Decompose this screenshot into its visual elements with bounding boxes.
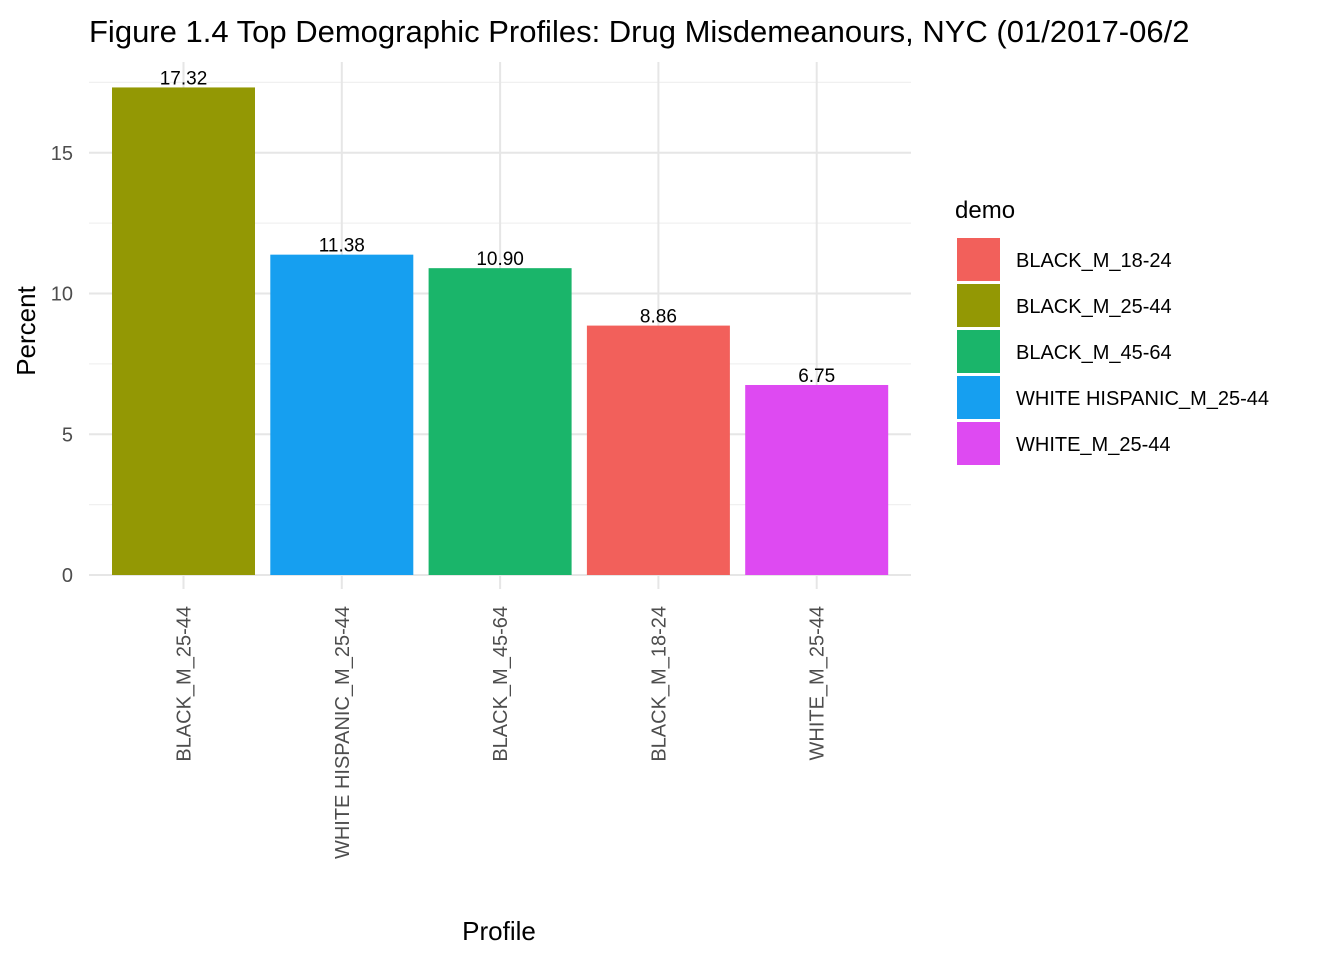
y-tick-label: 0 — [62, 565, 73, 587]
y-tick-label: 10 — [51, 284, 73, 306]
bar-value-label: 11.38 — [319, 236, 365, 257]
data-labels: 17.32 11.38 10.90 8.86 6.75 — [160, 68, 835, 387]
legend-label: BLACK_M_45-64 — [1016, 342, 1172, 364]
legend-label: BLACK_M_18-24 — [1016, 250, 1172, 272]
legend-label: WHITE_M_25-44 — [1016, 434, 1171, 456]
legend: demo BLACK_M_18-24 BLACK_M_25-44 BLACK_M_4… — [955, 197, 1269, 465]
bar-value-label: 8.86 — [640, 307, 677, 328]
y-tick-label: 5 — [62, 424, 73, 446]
bar-value-label: 6.75 — [798, 366, 835, 387]
legend-title: demo — [955, 197, 1015, 224]
legend-key — [957, 330, 1000, 373]
legend-key — [957, 284, 1000, 327]
legend-label: BLACK_M_25-44 — [1016, 296, 1172, 318]
legend-key — [957, 238, 1000, 281]
bar — [745, 384, 889, 575]
y-axis-ticks: 0 5 10 15 — [51, 143, 73, 587]
bar-value-label: 10.90 — [476, 249, 524, 270]
bar — [428, 268, 572, 575]
bars — [112, 87, 889, 575]
x-tick-label: BLACK_M_18-24 — [648, 606, 670, 762]
x-axis-title: Profile — [462, 916, 536, 946]
y-axis-title: Percent — [11, 285, 41, 375]
x-tick-label: BLACK_M_25-44 — [174, 606, 196, 762]
x-axis-ticks: BLACK_M_25-44 WHITE HISPANIC_M_25-44 BLACK… — [174, 606, 829, 859]
legend-key — [957, 422, 1000, 465]
bar — [270, 254, 414, 575]
x-tick-label: BLACK_M_45-64 — [490, 606, 512, 762]
y-tick-label: 15 — [51, 143, 73, 165]
x-tick-label: WHITE_M_25-44 — [807, 606, 829, 761]
legend-label: WHITE HISPANIC_M_25-44 — [1016, 388, 1269, 410]
bar-value-label: 17.32 — [160, 68, 208, 89]
chart-title: Figure 1.4 Top Demographic Profiles: Dru… — [89, 14, 1189, 49]
x-tick-label: WHITE HISPANIC_M_25-44 — [332, 606, 354, 859]
bar — [586, 325, 730, 575]
bar — [112, 87, 255, 575]
legend-key — [957, 376, 1000, 419]
